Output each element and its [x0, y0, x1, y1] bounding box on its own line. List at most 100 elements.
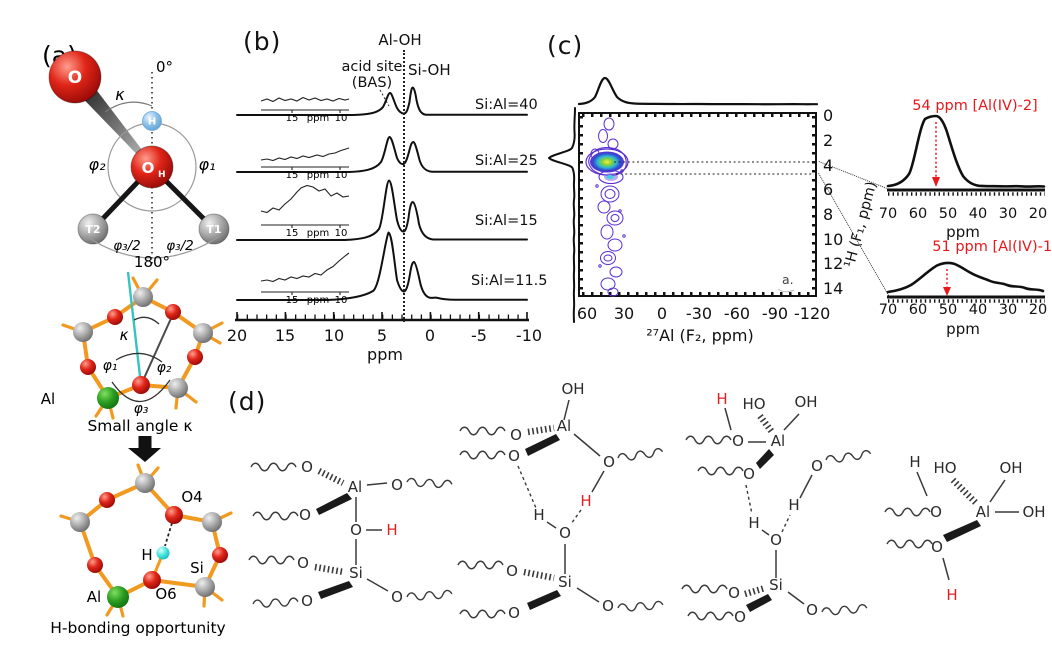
oh-label: OH — [999, 459, 1022, 477]
o-label: O — [297, 554, 309, 572]
x-tick: -5 — [471, 326, 487, 345]
map-y-tick: 4 — [823, 156, 834, 175]
map-y-tick: 2 — [823, 131, 834, 150]
si-label: Si — [190, 559, 204, 577]
phi12-arc — [115, 352, 163, 363]
inset-tick-15: 15 — [286, 228, 299, 239]
panel-d-label: (d) — [228, 387, 267, 416]
slice-tick: 20 — [1028, 206, 1048, 222]
o-label: O — [559, 524, 571, 542]
map-x-tick: -30 — [685, 304, 713, 323]
slice-tick: 60 — [908, 302, 928, 318]
h-bonding-caption: H-bonding opportunity — [50, 619, 225, 637]
oh-label: OH — [561, 380, 584, 398]
al-oh-peak-label: Al-OH — [378, 31, 422, 49]
map-y-tick: 8 — [823, 205, 834, 224]
tick-strip-bottom — [582, 292, 813, 295]
ring-atoms-2 — [70, 473, 228, 608]
slice-tick: 40 — [968, 206, 988, 222]
slice-tick: 30 — [998, 206, 1018, 222]
al-projection-trace — [577, 76, 819, 106]
phi3-ring-label: φ₃ — [134, 401, 149, 417]
inner-note: a. — [782, 272, 794, 287]
bonds — [681, 407, 872, 621]
o-label: O — [299, 506, 311, 524]
o-label: O — [930, 503, 942, 521]
bonds — [248, 462, 453, 609]
map-y-tick: 6 — [823, 180, 834, 199]
inset-si-al-40: 15 ppm 10 — [260, 96, 350, 124]
x-axis — [235, 312, 529, 322]
bridging-oxygen-sub: H — [158, 170, 166, 180]
ring-atoms — [73, 287, 213, 409]
inset-tick-15: 15 — [286, 113, 299, 124]
panel-a-structure-diagrams: (a) 0° κ O H φ₂ φ₁ O H T2 T1 φ₃/2 — [41, 41, 233, 637]
small-angle-caption: Small angle κ — [87, 417, 192, 435]
kappa-arc — [104, 101, 153, 113]
acid-site-pointer — [379, 89, 390, 107]
phi2-ring-label: φ₂ — [157, 360, 172, 376]
slice-bottom-xlabel: ppm — [946, 320, 980, 338]
tick-strip-left — [580, 116, 583, 293]
structure-2-aloh-silanol: OH O Al O O H H O Si O O O — [457, 380, 664, 622]
o-label: O — [510, 426, 522, 444]
si-label: Si — [769, 576, 783, 594]
phi3-half-right: φ₃/2 — [166, 238, 193, 254]
inset-unit: ppm — [307, 295, 329, 306]
panel-c-label: (c) — [547, 31, 584, 60]
correlation-map-box: a. — [578, 112, 817, 297]
map-y-tick: 10 — [823, 230, 844, 249]
slice-top-annotation: 54 ppm [Al(IV)-2] — [912, 98, 1038, 114]
slice-tick: 70 — [878, 302, 898, 318]
map-x-tick: 0 — [656, 304, 668, 323]
slice-top-trace — [886, 114, 1046, 196]
angle-180-label: 180° — [134, 253, 170, 271]
phi3-arc-ring — [111, 379, 171, 403]
map-x-tick: 30 — [613, 304, 635, 323]
peak-arrow-head — [932, 177, 940, 187]
map-x-tick: -60 — [723, 304, 751, 323]
nmr-spectra-stack: 15 ppm 10 15 ppm 10 15 ppm 10 15 — [235, 86, 529, 322]
h-label: H — [533, 506, 544, 524]
hydrogen-label: H — [148, 117, 156, 128]
slice-tick: 50 — [938, 302, 958, 318]
h-label: H — [909, 453, 920, 471]
o-label: O — [301, 458, 313, 476]
spectrum-si-al-15 — [236, 179, 528, 241]
o6-label: O6 — [155, 585, 176, 603]
map-x-tick: -90 — [761, 304, 789, 323]
kappa-label: κ — [115, 85, 125, 104]
map-y-tick: 14 — [823, 279, 844, 298]
main-correlation-blob — [585, 147, 629, 185]
phi3-half-left: φ₃/2 — [113, 238, 140, 254]
bonds — [457, 399, 664, 619]
ho-label: HO — [933, 459, 956, 477]
red-h-label: H — [716, 390, 727, 408]
al-label: Al — [976, 503, 990, 521]
x-tick: 20 — [226, 326, 248, 345]
slice-tick: 40 — [968, 302, 988, 318]
inset-tick-10: 10 — [335, 228, 348, 239]
oxygen-label: O — [68, 68, 82, 88]
series-label-si-al-15: Si:Al=15 — [475, 213, 538, 229]
slice-tick: 50 — [938, 206, 958, 222]
o-label: O — [391, 476, 403, 494]
map-x-tick: 60 — [576, 304, 598, 323]
red-h-label: H — [946, 586, 957, 604]
small-angle-ring-diagram: κ φ₁ φ₂ φ₃ Al Small angle κ — [41, 271, 224, 462]
h-label: H — [141, 546, 152, 564]
t2-label: T2 — [85, 223, 100, 236]
si-label: Si — [349, 564, 363, 582]
slice-tick: 20 — [1028, 302, 1048, 318]
structure-4-efal: H O HO OH Al OH O H — [884, 453, 1046, 604]
al-label: Al — [557, 417, 571, 435]
map-x-axis-label: ²⁷Al (F₂, ppm) — [646, 326, 754, 345]
inset-unit: ppm — [307, 113, 329, 124]
al-oh-reference-line — [403, 50, 405, 322]
angle-0-label: 0° — [156, 58, 173, 76]
structure-1-bas: O Al O O O H Si O O O — [248, 458, 453, 610]
inset-tick-10: 10 — [335, 113, 348, 124]
si-oh-peak-label: Si-OH — [408, 61, 451, 79]
o-label: O — [602, 597, 614, 615]
o-label: O — [734, 608, 746, 626]
